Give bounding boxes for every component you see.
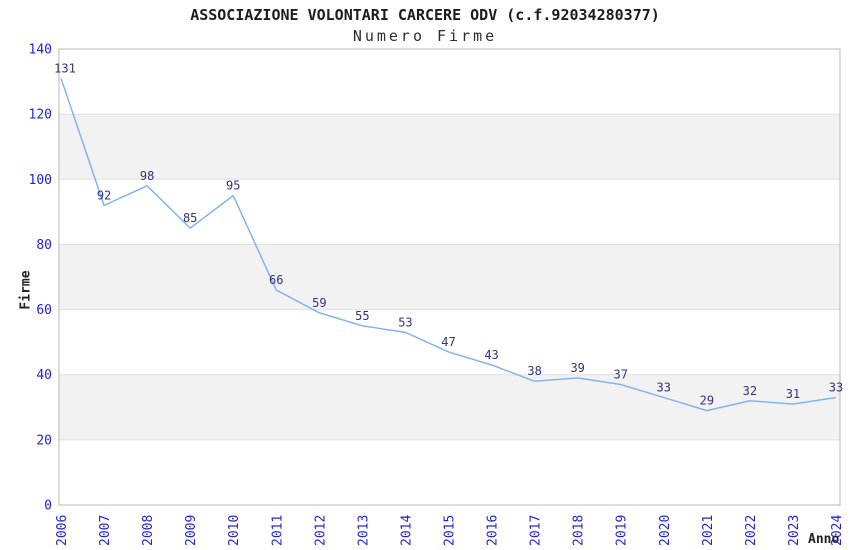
data-point-label: 59 xyxy=(312,296,326,310)
x-tick-label: 2018 xyxy=(572,515,587,546)
x-tick-label: 2010 xyxy=(227,515,242,546)
x-tick-label: 2020 xyxy=(658,515,673,546)
data-point-label: 92 xyxy=(97,188,111,202)
data-point-label: 33 xyxy=(829,381,843,395)
plot-border xyxy=(58,48,841,506)
data-point-label: 85 xyxy=(183,211,197,225)
y-tick-label: 40 xyxy=(36,368,52,383)
data-point-label: 55 xyxy=(355,309,369,323)
data-point-label: 29 xyxy=(700,394,714,408)
data-point-label: 95 xyxy=(226,179,240,193)
data-point-label: 38 xyxy=(527,364,541,378)
y-tick-label: 0 xyxy=(44,499,52,514)
x-tick-label: 2009 xyxy=(184,515,199,546)
chart-subtitle: Numero Firme xyxy=(352,27,498,45)
y-tick-label: 20 xyxy=(36,433,52,448)
data-point-label: 47 xyxy=(441,335,455,349)
y-tick-label: 60 xyxy=(36,303,52,318)
x-tick-label: 2017 xyxy=(529,515,544,546)
y-tick-label: 100 xyxy=(29,173,52,188)
x-tick-label: 2021 xyxy=(701,515,716,546)
data-line xyxy=(60,78,837,412)
x-tick-label: 2015 xyxy=(443,515,458,546)
x-tick-label: 2014 xyxy=(399,515,414,546)
x-tick-label: 2023 xyxy=(787,515,802,546)
y-tick-label: 80 xyxy=(36,238,52,253)
data-point-label: 31 xyxy=(786,387,800,401)
data-point-label: 43 xyxy=(484,348,498,362)
data-point-label: 39 xyxy=(570,361,584,375)
x-tick-label: 2006 xyxy=(55,515,70,546)
x-axis-title: Anno xyxy=(808,532,840,547)
x-tick-label: 2008 xyxy=(141,515,156,546)
data-point-label: 53 xyxy=(398,315,412,329)
x-tick-label: 2016 xyxy=(486,515,501,546)
data-point-label: 32 xyxy=(743,384,757,398)
grid-band xyxy=(59,114,840,180)
x-tick-label: 2007 xyxy=(98,515,113,546)
x-tick-label: 2024 xyxy=(830,515,845,546)
y-tick-label: 140 xyxy=(29,43,52,58)
chart-title: ASSOCIAZIONE VOLONTARI CARCERE ODV (c.f.… xyxy=(190,6,660,24)
x-tick-label: 2019 xyxy=(615,515,630,546)
data-point-label: 37 xyxy=(613,367,627,381)
y-axis-title: Firme xyxy=(18,270,34,310)
x-tick-label: 2013 xyxy=(356,515,371,546)
x-tick-label: 2022 xyxy=(744,515,759,546)
data-point-label: 131 xyxy=(54,61,76,75)
x-tick-label: 2011 xyxy=(270,515,285,546)
data-point-label: 33 xyxy=(657,381,671,395)
x-tick-label: 2012 xyxy=(313,515,328,546)
y-tick-label: 120 xyxy=(29,108,52,123)
grid-band xyxy=(59,244,840,310)
data-point-label: 66 xyxy=(269,273,283,287)
data-point-label: 98 xyxy=(140,169,154,183)
grid-band xyxy=(59,374,840,440)
